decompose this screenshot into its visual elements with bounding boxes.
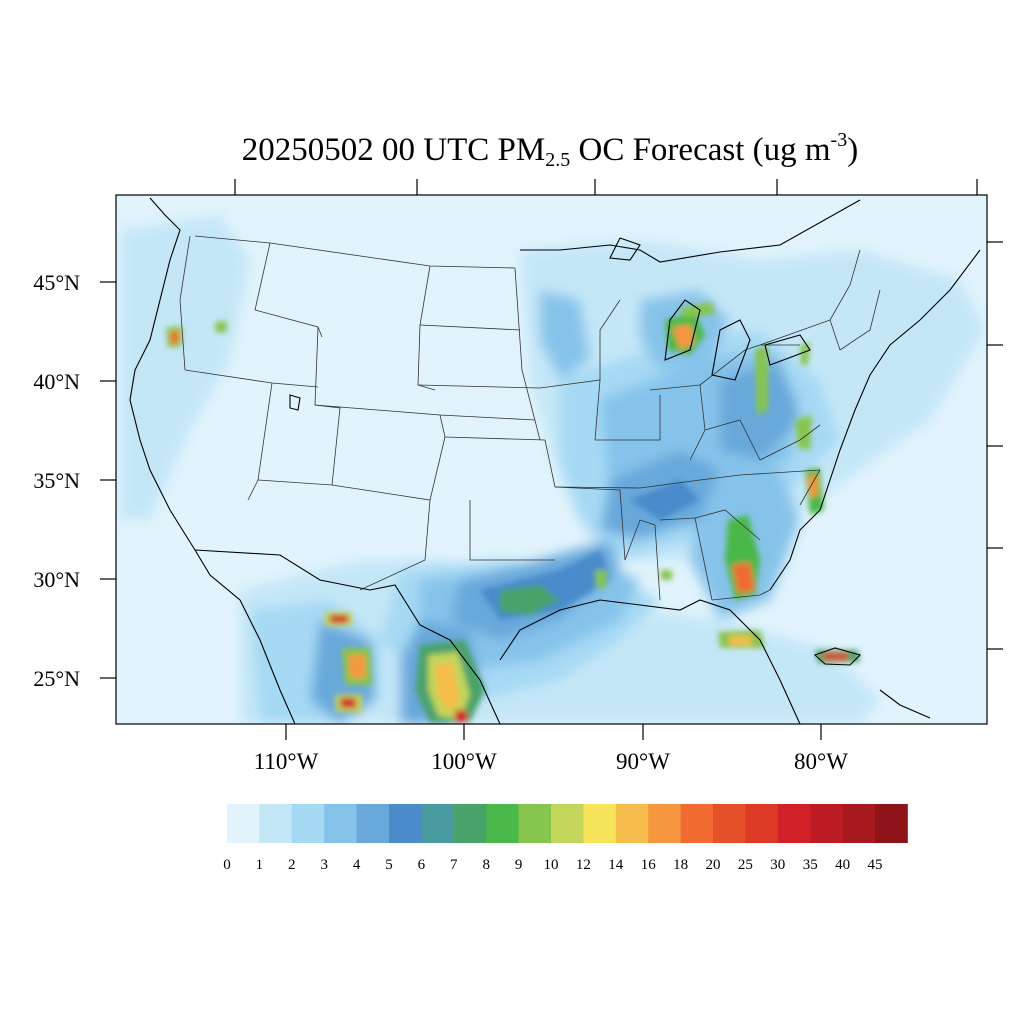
colorbar-label: 3 (320, 857, 328, 873)
lat-label-40: 40°N (33, 369, 80, 394)
colorbar-swatch (227, 804, 260, 843)
colorbar-label: 25 (738, 857, 753, 873)
colorbar-label: 16 (641, 857, 657, 873)
colorbar-label: 30 (770, 857, 785, 873)
colorbar-label: 35 (803, 857, 818, 873)
colorbar-swatch (389, 804, 422, 843)
colorbar-swatch (291, 804, 325, 843)
latitude-labels: 45°N 40°N 35°N 30°N 25°N (33, 270, 80, 691)
lon-label-90: 90°W (616, 749, 670, 774)
colorbar-swatch (356, 804, 390, 843)
coastlines (129, 197, 981, 724)
right-ticks (987, 241, 1003, 650)
bottom-ticks (285, 724, 822, 740)
colorbar-label: 18 (673, 857, 688, 873)
map-frame (115, 194, 988, 725)
colorbar-label: 45 (868, 857, 883, 873)
colorbar-swatch (583, 804, 617, 843)
colorbar-swatch (648, 804, 681, 843)
colorbar-swatch (518, 804, 552, 843)
lat-label-35: 35°N (33, 468, 80, 493)
colorbar-label: 1 (256, 857, 264, 873)
concentration-field (116, 195, 987, 724)
left-ticks (100, 281, 116, 679)
colorbar-swatch (259, 804, 293, 843)
colorbar-label: 5 (385, 857, 393, 873)
colorbar-label: 40 (835, 857, 850, 873)
lon-label-100: 100°W (431, 749, 497, 774)
colorbar-swatch (551, 804, 584, 843)
lat-label-45: 45°N (33, 270, 80, 295)
colorbar-label: 9 (515, 857, 523, 873)
lon-label-80: 80°W (794, 749, 848, 774)
colorbar-swatch (453, 804, 487, 843)
longitude-labels: 110°W 100°W 90°W 80°W (254, 749, 849, 774)
colorbar-label: 8 (482, 857, 490, 873)
colorbar-swatch (777, 804, 811, 843)
colorbar-label: 2 (288, 857, 296, 873)
colorbar-label: 6 (418, 857, 426, 873)
colorbar-swatch (875, 804, 908, 843)
colorbar-label: 10 (544, 857, 559, 873)
colorbar-label: 12 (576, 857, 591, 873)
lon-label-110: 110°W (254, 749, 319, 774)
colorbar-swatch (324, 804, 357, 843)
lat-label-30: 30°N (33, 567, 80, 592)
colorbar-label: 20 (706, 857, 721, 873)
colorbar-label: 14 (608, 857, 624, 873)
colorbar-label: 4 (353, 857, 361, 873)
colorbar: 0 1 2 3 4 5 6 7 8 9 10 12 14 16 18 20 25 30 35 40 45 (223, 804, 908, 873)
colorbar-label: 7 (450, 857, 458, 873)
colorbar-swatch (745, 804, 779, 843)
colorbar-swatch (713, 804, 746, 843)
top-ticks (234, 179, 978, 195)
colorbar-swatch (615, 804, 649, 843)
map-title: 20250502 00 UTC PM2.5 OC Forecast (ug m-… (241, 129, 859, 171)
lat-label-25: 25°N (33, 666, 80, 691)
colorbar-label: 0 (223, 857, 231, 873)
colorbar-swatch (421, 804, 455, 843)
colorbar-swatch (486, 804, 519, 843)
colorbar-swatch (680, 804, 714, 843)
state-boundaries (179, 235, 881, 601)
colorbar-swatch (810, 804, 843, 843)
colorbar-swatch (842, 804, 876, 843)
